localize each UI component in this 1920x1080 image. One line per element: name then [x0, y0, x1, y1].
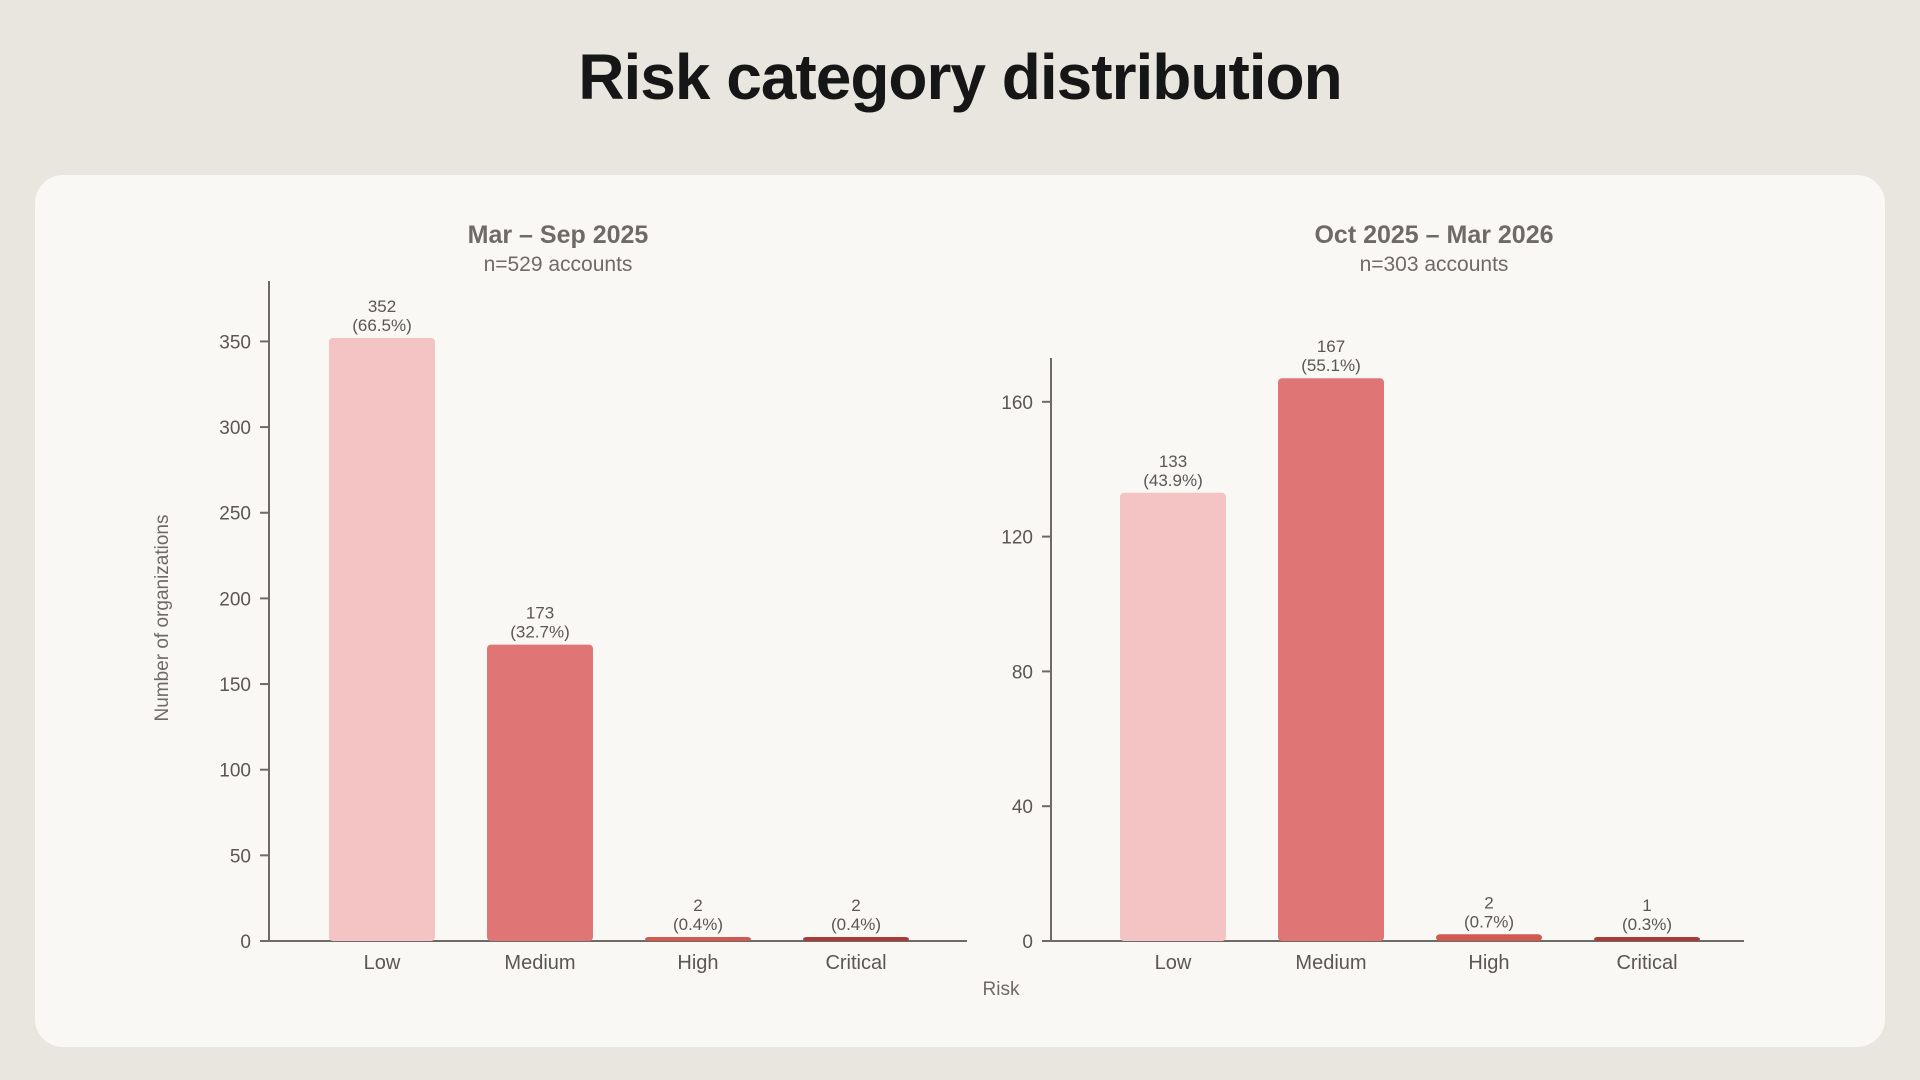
bar-high — [645, 937, 751, 941]
bar-percent-label: (0.7%) — [1464, 912, 1514, 931]
x-tick-label-low: Low — [1155, 952, 1192, 974]
bar-critical — [1594, 937, 1700, 941]
chart-left-y-tick-label: 200 — [219, 589, 251, 610]
x-tick-label-low: Low — [364, 952, 401, 974]
x-tick-label-high: High — [677, 952, 718, 974]
x-tick-label-critical: Critical — [825, 952, 886, 974]
y-axis-label: Number of organizations — [152, 515, 173, 722]
bar-low — [1120, 492, 1226, 941]
chart-left-title: Mar – Sep 2025 — [468, 221, 649, 249]
x-tick-label-medium: Medium — [1295, 952, 1366, 974]
bar-value-label: 173 — [526, 604, 554, 623]
x-axis-label: Risk — [983, 979, 1020, 1000]
chart-left-y-tick-label: 0 — [240, 932, 251, 953]
bar-value-label: 352 — [368, 297, 396, 316]
bar-critical — [803, 937, 909, 941]
bar-percent-label: (0.4%) — [831, 915, 881, 934]
chart-right-title: Oct 2025 – Mar 2026 — [1314, 221, 1553, 249]
bar-percent-label: (0.4%) — [673, 915, 723, 934]
charts-canvas: Mar – Sep 2025 n=529 accounts Number of … — [152, 221, 1744, 1000]
bar-medium — [1278, 378, 1384, 941]
chart-left-y-tick-label: 350 — [219, 332, 251, 353]
x-tick-label-critical: Critical — [1616, 952, 1677, 974]
x-tick-label-high: High — [1468, 952, 1509, 974]
x-tick-label-medium: Medium — [504, 952, 575, 974]
chart-left-y-tick-label: 50 — [230, 846, 251, 867]
bar-percent-label: (0.3%) — [1622, 915, 1672, 934]
chart-right-subtitle: n=303 accounts — [1360, 253, 1509, 276]
chart-left-y-tick-label: 150 — [219, 675, 251, 696]
bar-value-label: 133 — [1159, 452, 1187, 471]
bar-value-label: 2 — [851, 896, 860, 915]
chart-right-y-tick-label: 80 — [1012, 662, 1033, 683]
bar-medium — [487, 644, 593, 941]
bar-percent-label: (43.9%) — [1143, 471, 1203, 490]
bar-high — [1436, 934, 1542, 941]
chart-left-y-tick-label: 300 — [219, 418, 251, 439]
bar-percent-label: (55.1%) — [1301, 356, 1361, 375]
bar-percent-label: (66.5%) — [352, 316, 412, 335]
bar-low — [329, 338, 435, 941]
chart-right-y-tick-label: 160 — [1001, 393, 1033, 414]
chart-right: Oct 2025 – Mar 2026 n=303 accounts 0 40 80… — [1001, 221, 1744, 974]
bar-value-label: 167 — [1317, 337, 1345, 356]
bar-value-label: 2 — [1484, 893, 1493, 912]
bar-percent-label: (32.7%) — [510, 623, 570, 642]
chart-right-y-tick-label: 120 — [1001, 528, 1033, 549]
chart-right-y-tick-label: 40 — [1012, 797, 1033, 818]
chart-right-y-tick-label: 0 — [1022, 932, 1033, 953]
bar-value-label: 1 — [1642, 896, 1651, 915]
chart-left-subtitle: n=529 accounts — [484, 253, 633, 276]
page-title: Risk category distribution — [578, 41, 1342, 113]
chart-left: Mar – Sep 2025 n=529 accounts Number of … — [152, 221, 967, 974]
chart-left-y-tick-label: 100 — [219, 761, 251, 782]
chart-panel: Mar – Sep 2025 n=529 accounts Number of … — [35, 175, 1885, 1047]
bar-value-label: 2 — [693, 896, 702, 915]
chart-left-y-tick-label: 250 — [219, 504, 251, 525]
